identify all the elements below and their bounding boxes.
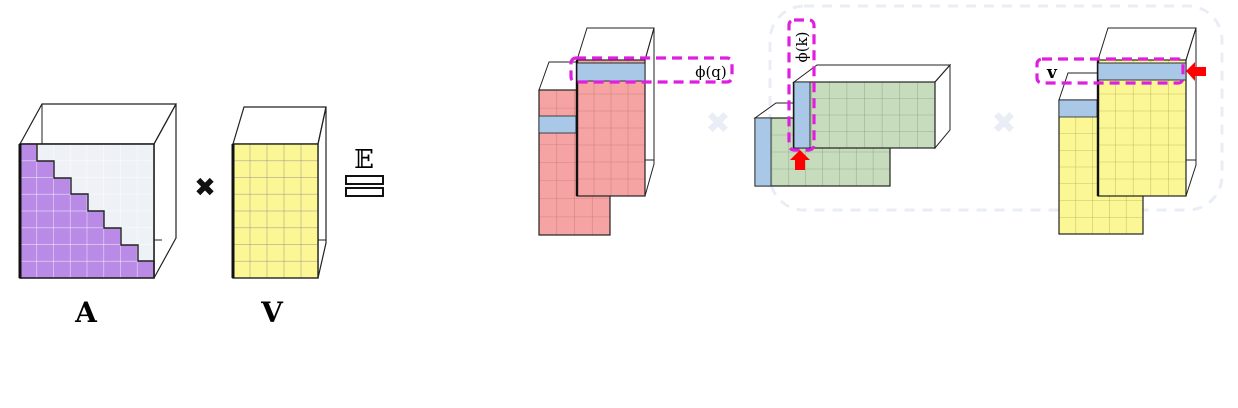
phi-k-label: ϕ(k) [793,31,811,62]
q-back-highlight-row [538,115,577,134]
v-highlight-box [1035,57,1185,85]
label-a: A [74,296,98,329]
v-stack [1058,27,1197,235]
v-small-label: v [1046,63,1058,83]
equals-symbol [345,175,384,197]
phi-q-highlight-box [569,56,734,84]
phi-k-highlight-box [787,18,816,152]
phi-q-label: ϕ(q) [695,63,727,81]
v-back-highlight-row [1058,99,1098,118]
k-stack [753,63,952,187]
k-arrow-icon [790,150,810,170]
v-arrow-icon [1186,62,1206,81]
q-front-highlight-row [576,62,646,82]
label-v: V [260,296,284,329]
expectation-symbol: 𝔼 [354,145,374,175]
k-front-highlight-col [793,81,811,149]
matrix-v [231,106,327,279]
times-symbol-faint-2: ✖ [991,106,1016,141]
kv-group-box [768,4,1224,212]
times-symbol-faint-1: ✖ [705,106,730,141]
k-back-highlight-col [754,117,772,187]
v-front-highlight-row [1097,62,1187,81]
times-symbol-1: ✖ [194,173,216,203]
matrix-a [18,103,178,279]
